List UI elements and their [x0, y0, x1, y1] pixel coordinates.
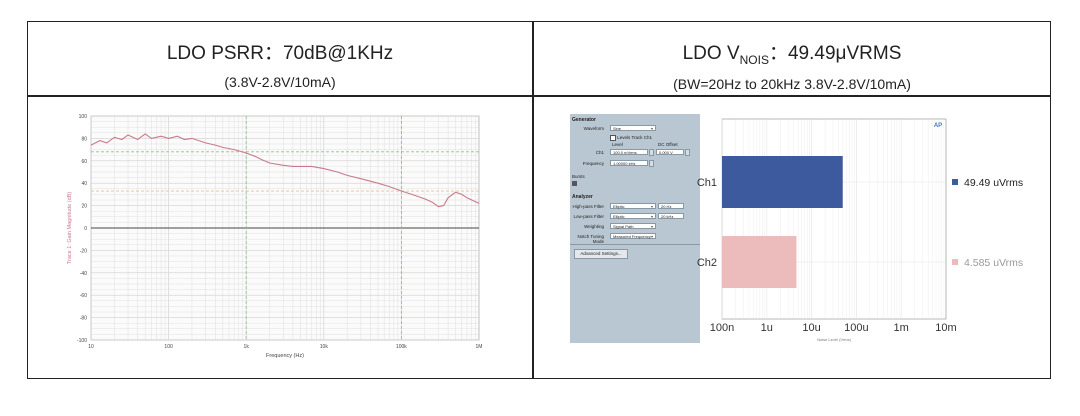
weighting-label: Weighting — [584, 224, 604, 229]
y-tick-label: -20 — [80, 248, 87, 254]
bursts-icon[interactable] — [572, 181, 577, 186]
levels-track-row[interactable]: Levels Track Ch1 — [610, 135, 652, 141]
hpf-select[interactable]: Elliptic ▾ — [610, 203, 656, 209]
level-column-head: Level — [612, 142, 623, 147]
weighting-select[interactable]: Signal Path ▾ — [610, 223, 656, 229]
row-divider — [28, 95, 1050, 97]
column-divider — [532, 22, 534, 378]
dc-offset-column-head: DC Offset — [658, 142, 678, 147]
ch1-level-field[interactable]: 100.0 mVrms — [610, 149, 648, 155]
noise-title-rest: ：49.49μVRMS — [768, 43, 902, 64]
hpf-frequency-field[interactable]: 20 Hz — [658, 203, 684, 209]
bursts-label: Bursts — [572, 174, 585, 179]
chevron-down-icon: ▾ — [650, 204, 653, 209]
psrr-trace-line — [90, 133, 480, 208]
legend-swatch-ch1 — [952, 179, 958, 185]
bar-plot-area — [721, 118, 947, 320]
psrr-header: LDO PSRR：70dB@1KHz (3.8V-2.8V/10mA) — [28, 22, 532, 95]
chevron-down-icon: ▾ — [650, 234, 653, 239]
chevron-down-icon: ▾ — [650, 224, 653, 229]
y-tick-label: 20 — [81, 204, 87, 210]
generator-section-label: Generator — [572, 117, 596, 123]
lpf-frequency-field[interactable]: 20 kHz — [658, 213, 684, 219]
y-tick-label: 100 — [79, 114, 88, 120]
ch1-offset-spinner[interactable] — [685, 149, 690, 156]
y-tick-label: 40 — [81, 181, 87, 187]
ap-logo-icon: AP — [934, 123, 942, 129]
noise-title: LDO VNOIS：49.49μVRMS — [534, 38, 1050, 67]
noise-subtitle: (BW=20Hz to 20kHz 3.8V-2.8V/10mA) — [673, 75, 911, 92]
x-axis-label: Frequency (Hz) — [266, 353, 304, 359]
x-tick-label: 10k — [320, 344, 329, 350]
ch1-level-spinner[interactable] — [649, 149, 654, 156]
notch-value: Measured Frequency — [613, 234, 651, 239]
waveform-select[interactable]: Sine ▾ — [610, 125, 656, 131]
bar-x-axis-label: Noise Level (Vrms) — [817, 337, 852, 342]
psrr-cell: 100 80 60 40 20 0 -20 -40 -60 -80 -100 10 100 1k 10k 10… — [28, 97, 532, 378]
notch-select[interactable]: Measured Frequency ▾ — [610, 233, 656, 239]
y-tick-label: -60 — [80, 293, 87, 299]
panel-divider — [570, 244, 700, 245]
bar-x-tick-label: 100n — [710, 322, 734, 334]
lpf-label: Low-pass Filter — [573, 214, 604, 219]
y-tick-label: -40 — [80, 271, 87, 277]
hpf-value: Elliptic — [613, 204, 625, 209]
x-tick-label: 1M — [476, 344, 483, 350]
analyzer-section-label: Analyzer — [572, 194, 593, 200]
waveform-label: Waveform — [583, 126, 604, 131]
levels-track-label: Levels Track Ch1 — [617, 135, 653, 141]
bar-x-tick-label: 1u — [761, 322, 773, 334]
y-tick-label: 0 — [84, 226, 87, 232]
x-tick-label: 100 — [164, 344, 173, 350]
x-tick-label: 1k — [244, 344, 250, 350]
noise-header: LDO VNOIS：49.49μVRMS (BW=20Hz to 20kHz 3… — [534, 22, 1050, 95]
psrr-subtitle: (3.8V-2.8V/10mA) — [224, 74, 336, 90]
y-tick-label: -80 — [80, 316, 87, 322]
frequency-label: Frequency — [582, 161, 604, 166]
generator-panel: Generator Waveform Sine ▾ Levels Track Ch… — [570, 114, 700, 343]
legend-swatch-ch2 — [952, 259, 958, 265]
y-axis-label: Trace 1: Gain Magnitude (dB) — [67, 192, 73, 264]
noise-title-sub: NOIS — [739, 52, 769, 67]
x-tick-label: 10 — [88, 344, 94, 350]
levels-track-checkbox[interactable] — [610, 135, 616, 141]
advanced-settings-button[interactable]: Advanced Settings... — [574, 249, 628, 259]
notch-label: Notch Tuning Mode — [577, 234, 604, 244]
bar-x-tick-label: 10m — [935, 322, 956, 334]
chevron-down-icon: ▾ — [650, 214, 653, 219]
bar-x-tick-label: 10u — [802, 322, 820, 334]
chevron-down-icon: ▾ — [650, 126, 653, 131]
frequency-spinner[interactable] — [649, 160, 654, 167]
weighting-value: Signal Path — [613, 224, 634, 229]
psrr-title: LDO PSRR：70dB@1KHz — [166, 43, 394, 64]
ch1-label: Ch1 — [595, 150, 604, 155]
comparison-table: LDO PSRR：70dB@1KHz (3.8V-2.8V/10mA) LDO … — [27, 21, 1051, 379]
value-label-ch1: 49.49 uVrms — [964, 177, 1023, 189]
noise-cell: Generator Waveform Sine ▾ Levels Track Ch… — [534, 97, 1050, 378]
lpf-select[interactable]: Elliptic ▾ — [610, 213, 656, 219]
waveform-value: Sine — [613, 126, 622, 131]
bar-ch2 — [722, 236, 797, 288]
bar-x-tick-label: 1m — [894, 322, 909, 334]
ch1-offset-field[interactable]: 0.000 V — [656, 149, 684, 155]
noise-title-main: LDO V — [682, 43, 740, 64]
frequency-field[interactable]: 1.00000 kHz — [610, 160, 648, 166]
lpf-value: Elliptic — [613, 214, 625, 219]
hpf-label: High-pass Filter — [572, 204, 604, 209]
y-tick-label: 80 — [81, 136, 87, 142]
x-tick-label: 100k — [396, 344, 407, 350]
bar-x-tick-label: 100u — [844, 322, 868, 334]
y-tick-label: -100 — [77, 338, 87, 344]
bar-ch1 — [722, 156, 843, 208]
value-label-ch2: 4.585 uVrms — [964, 257, 1023, 269]
y-tick-label: 60 — [81, 159, 87, 165]
